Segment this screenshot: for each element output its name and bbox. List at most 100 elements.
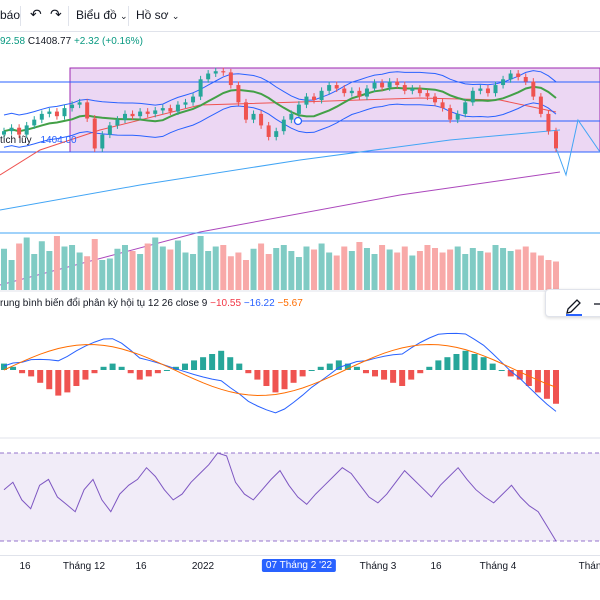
rsi-band xyxy=(0,453,600,541)
candle-body xyxy=(145,111,150,114)
undo-icon[interactable]: ↶ xyxy=(30,6,42,22)
candle-body xyxy=(9,127,14,132)
candle-body xyxy=(516,73,521,77)
bottom-bar xyxy=(0,580,600,600)
volume-bar xyxy=(220,245,227,290)
macd-hist-bar xyxy=(417,370,424,374)
volume-bar xyxy=(53,236,60,290)
volume-bar xyxy=(182,252,189,290)
volume-bar xyxy=(462,254,469,290)
macd-hist-bar xyxy=(390,370,397,383)
candle-body xyxy=(191,96,196,103)
candle-body xyxy=(138,111,143,117)
candle-body xyxy=(221,71,226,73)
macd-hist-bar xyxy=(362,370,369,374)
macd-hist-bar xyxy=(444,357,451,370)
macd-signal-line xyxy=(3,343,557,397)
volume-bar xyxy=(114,248,121,290)
macd-hist-bar xyxy=(534,370,541,393)
volume-bar xyxy=(1,248,7,290)
macd-hist-bar xyxy=(353,366,360,370)
volume-bar xyxy=(409,255,416,290)
volume-bar xyxy=(16,243,23,290)
crosshair-time-label: 07 Tháng 2 '22 xyxy=(261,559,337,572)
volume-bar xyxy=(258,243,265,290)
volume-bar xyxy=(31,254,38,290)
volume-bar xyxy=(174,240,181,290)
candle-body xyxy=(349,90,354,94)
candle-body xyxy=(160,108,165,111)
redo-icon[interactable]: ↷ xyxy=(50,6,62,22)
candle-body xyxy=(236,85,241,103)
macd-hist-bar xyxy=(317,366,324,370)
volume-bar xyxy=(318,243,325,290)
candle-body xyxy=(485,88,490,94)
candle-body xyxy=(342,88,347,94)
candle-body xyxy=(508,73,513,80)
time-axis-label: Tháng 12 xyxy=(62,561,106,572)
volume-bar xyxy=(144,243,151,290)
candle-body xyxy=(281,119,286,132)
time-axis-label: 16 xyxy=(430,561,442,572)
macd-hist-bar xyxy=(489,363,496,370)
chevron-down-icon: ⌄ xyxy=(120,11,128,21)
candle-body xyxy=(2,131,6,135)
candle-body xyxy=(24,125,29,135)
volume-bar xyxy=(76,252,83,290)
time-axis-label: Tháng 4 xyxy=(479,561,517,572)
candle-body xyxy=(538,96,543,114)
macd-hist-bar xyxy=(290,370,297,383)
candle-body xyxy=(183,102,188,105)
volume-bar xyxy=(333,255,340,290)
volume-bar xyxy=(205,251,212,290)
volume-bar xyxy=(379,245,386,290)
volume-bar xyxy=(99,260,106,290)
drawing-toolbar[interactable] xyxy=(545,289,600,317)
time-axis[interactable]: 16 Tháng 12 16 2022 07 Tháng 2 '22 Tháng… xyxy=(0,555,600,580)
volume-bar xyxy=(288,251,295,290)
candle-body xyxy=(554,131,558,149)
pencil-icon[interactable] xyxy=(566,299,582,316)
candle-body xyxy=(296,104,301,114)
macd-hist-bar xyxy=(408,370,415,380)
time-axis-label: Thán xyxy=(578,561,600,572)
profile-menu-label: Hồ sơ xyxy=(136,8,169,22)
candle-body xyxy=(501,79,506,86)
volume-bar xyxy=(129,251,136,290)
macd-hist-bar xyxy=(525,370,532,386)
volume-bar xyxy=(250,248,257,290)
candle-body xyxy=(243,102,248,120)
time-axis-label: 16 xyxy=(19,561,31,572)
macd-hist-bar xyxy=(109,363,116,370)
bollinger-upper-band xyxy=(3,70,557,116)
macd-hist-bar xyxy=(218,350,225,370)
candle-body xyxy=(115,119,120,126)
profile-menu[interactable]: Hồ sơ ⌄ xyxy=(136,8,179,22)
candle-body xyxy=(107,125,112,135)
alerts-button[interactable]: báo xyxy=(0,8,21,22)
macd-hist-bar xyxy=(435,360,442,370)
macd-hist-bar xyxy=(399,370,406,386)
volume-bar xyxy=(341,246,348,290)
volume-bar xyxy=(500,248,507,290)
macd-hist-bar xyxy=(426,366,433,370)
macd-hist-bar xyxy=(471,354,478,370)
candle-body xyxy=(463,102,468,114)
candle-body xyxy=(327,85,332,91)
candle-body xyxy=(304,96,309,105)
volume-bar xyxy=(469,248,476,290)
macd-line xyxy=(3,332,557,414)
chart-menu[interactable]: Biểu đồ ⌄ xyxy=(76,8,128,22)
volume-bar xyxy=(439,252,446,290)
volume-bar xyxy=(348,251,355,290)
volume-bar xyxy=(326,252,333,290)
macd-hist-bar xyxy=(245,370,252,374)
macd-line-value: −16.22 xyxy=(243,298,275,309)
volume-bar xyxy=(545,260,552,290)
candle-body xyxy=(47,111,52,114)
candle-body xyxy=(425,93,430,97)
macd-legend: rung bình biến đổi phân kỳ hội tụ 12 26 … xyxy=(0,298,303,309)
volume-bar xyxy=(432,248,439,290)
candle-body xyxy=(228,72,233,86)
